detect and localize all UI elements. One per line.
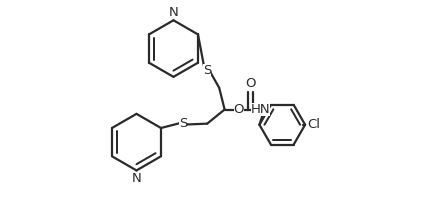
Text: S: S: [203, 64, 211, 77]
Text: N: N: [168, 5, 178, 19]
Text: O: O: [233, 103, 244, 116]
Text: Cl: Cl: [307, 118, 320, 131]
Text: N: N: [132, 172, 141, 185]
Text: HN: HN: [251, 103, 270, 116]
Text: O: O: [246, 77, 256, 90]
Text: S: S: [179, 117, 187, 130]
